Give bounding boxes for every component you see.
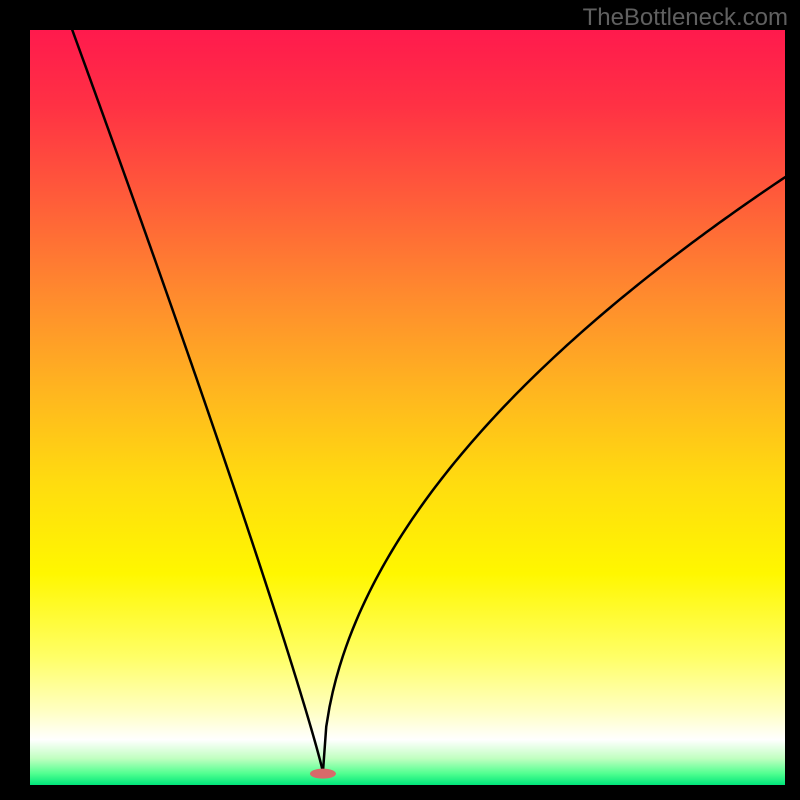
bottleneck-curve: [30, 30, 785, 785]
valley-marker: [310, 769, 336, 779]
chart-container: [0, 0, 800, 800]
curve-left-branch: [72, 30, 323, 772]
plot-area: [30, 30, 785, 785]
curve-right-branch: [323, 177, 785, 772]
watermark-text: TheBottleneck.com: [583, 4, 788, 32]
